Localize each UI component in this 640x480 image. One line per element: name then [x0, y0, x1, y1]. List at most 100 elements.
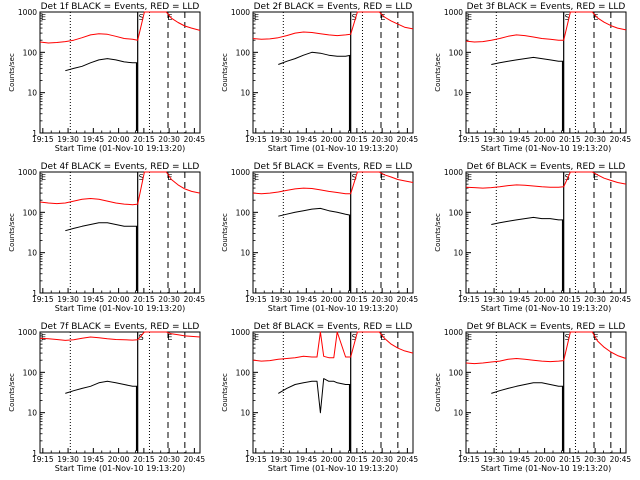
x-tick-label: 19:15	[32, 455, 54, 464]
lld-series-line	[252, 11, 414, 40]
plot-frame	[252, 11, 414, 134]
flag-start-label: E	[254, 13, 259, 22]
x-tick-label: 20:30	[584, 455, 606, 464]
y-tick-label: 100	[236, 48, 251, 57]
x-tick-label: 20:00	[534, 135, 556, 144]
flag-e-label: E	[167, 13, 172, 22]
x-tick-label: 20:15	[559, 135, 581, 144]
events-series-line	[65, 380, 138, 394]
x-tick-label: 19:45	[83, 455, 105, 464]
y-tick-label: 100	[449, 368, 464, 377]
y-tick-label: 1000	[18, 168, 37, 177]
events-series-line	[278, 378, 351, 414]
y-tick-label: 1	[32, 289, 37, 298]
y-tick-label: 10	[27, 249, 37, 258]
x-axis-label: Start Time (01-Nov-10 19:13:20)	[268, 144, 398, 153]
x-tick-label: 19:45	[296, 295, 318, 304]
x-axis-label: Start Time (01-Nov-10 19:13:20)	[55, 144, 185, 153]
panel-title: Det 1f BLACK = Events, RED = LLD	[41, 2, 200, 12]
events-series-line	[491, 56, 564, 65]
y-axis-label: Counts/sec	[8, 53, 16, 92]
panel-title: Det 9f BLACK = Events, RED = LLD	[467, 322, 626, 332]
events-series-line	[278, 51, 351, 65]
flag-start-label: E	[467, 173, 472, 182]
flag-s-label: S	[565, 333, 570, 342]
x-tick-label: 20:15	[559, 455, 581, 464]
flag-s-label: S	[139, 173, 144, 182]
x-tick-label: 19:30	[270, 135, 292, 144]
plot-frame	[39, 11, 201, 134]
x-tick-label: 19:45	[296, 455, 318, 464]
x-tick-label: 20:45	[397, 295, 419, 304]
flag-e-label: E	[380, 333, 385, 342]
x-tick-label: 20:45	[184, 295, 206, 304]
y-tick-label: 1	[245, 129, 250, 138]
x-tick-label: 20:00	[321, 295, 343, 304]
flag-s-label: S	[352, 333, 357, 342]
y-tick-label: 100	[449, 48, 464, 57]
x-tick-label: 20:15	[346, 135, 368, 144]
panel-title: Det 2f BLACK = Events, RED = LLD	[254, 2, 413, 12]
x-tick-label: 19:45	[83, 135, 105, 144]
plot-frame	[39, 331, 201, 454]
plot-frame	[465, 331, 627, 454]
events-series-line	[278, 207, 351, 217]
flag-s-label: S	[352, 13, 357, 22]
y-tick-label: 10	[27, 409, 37, 418]
y-axis-label: Counts/sec	[434, 213, 442, 252]
x-tick-label: 20:00	[534, 455, 556, 464]
y-tick-label: 10	[240, 89, 250, 98]
flag-e-label: E	[380, 173, 385, 182]
y-tick-label: 10	[453, 249, 463, 258]
x-tick-label: 19:30	[483, 135, 505, 144]
y-axis-label: Counts/sec	[8, 373, 16, 412]
y-tick-label: 100	[236, 368, 251, 377]
x-tick-label: 19:15	[458, 455, 480, 464]
y-axis-label: Counts/sec	[221, 213, 229, 252]
panel-title: Det 6f BLACK = Events, RED = LLD	[467, 162, 626, 172]
x-tick-label: 20:15	[346, 295, 368, 304]
x-tick-label: 20:45	[397, 455, 419, 464]
x-tick-label: 19:15	[245, 135, 267, 144]
events-series-line	[491, 382, 564, 394]
x-tick-label: 20:45	[610, 455, 632, 464]
y-tick-label: 1000	[231, 328, 250, 337]
x-axis-label: Start Time (01-Nov-10 19:13:20)	[481, 464, 611, 473]
flag-s-label: S	[565, 13, 570, 22]
x-tick-label: 20:45	[184, 135, 206, 144]
x-tick-label: 20:00	[534, 295, 556, 304]
x-axis-label: Start Time (01-Nov-10 19:13:20)	[481, 304, 611, 313]
x-tick-label: 20:00	[321, 455, 343, 464]
x-tick-label: 19:45	[509, 135, 531, 144]
x-tick-label: 19:15	[32, 295, 54, 304]
flag-start-label: E	[254, 173, 259, 182]
x-tick-label: 19:45	[296, 135, 318, 144]
y-axis-label: Counts/sec	[434, 373, 442, 412]
flag-start-label: E	[254, 333, 259, 342]
x-tick-label: 20:30	[371, 135, 393, 144]
flag-s-label: S	[139, 13, 144, 22]
panel-title: Det 8f BLACK = Events, RED = LLD	[254, 322, 413, 332]
y-tick-label: 1	[245, 449, 250, 458]
y-tick-label: 1000	[231, 8, 250, 17]
y-tick-label: 100	[23, 208, 38, 217]
x-tick-label: 20:30	[158, 135, 180, 144]
y-axis-label: Counts/sec	[8, 213, 16, 252]
x-tick-label: 19:30	[270, 455, 292, 464]
y-tick-label: 1	[245, 289, 250, 298]
plot-frame	[252, 171, 414, 294]
x-tick-label: 20:15	[346, 455, 368, 464]
x-axis-label: Start Time (01-Nov-10 19:13:20)	[55, 464, 185, 473]
y-axis-label: Counts/sec	[221, 53, 229, 92]
x-tick-label: 19:15	[245, 295, 267, 304]
lld-series-line	[39, 331, 201, 341]
x-axis-label: Start Time (01-Nov-10 19:13:20)	[268, 464, 398, 473]
flag-start-label: E	[467, 333, 472, 342]
y-tick-label: 10	[240, 409, 250, 418]
y-tick-label: 100	[23, 368, 38, 377]
x-tick-label: 19:30	[270, 295, 292, 304]
